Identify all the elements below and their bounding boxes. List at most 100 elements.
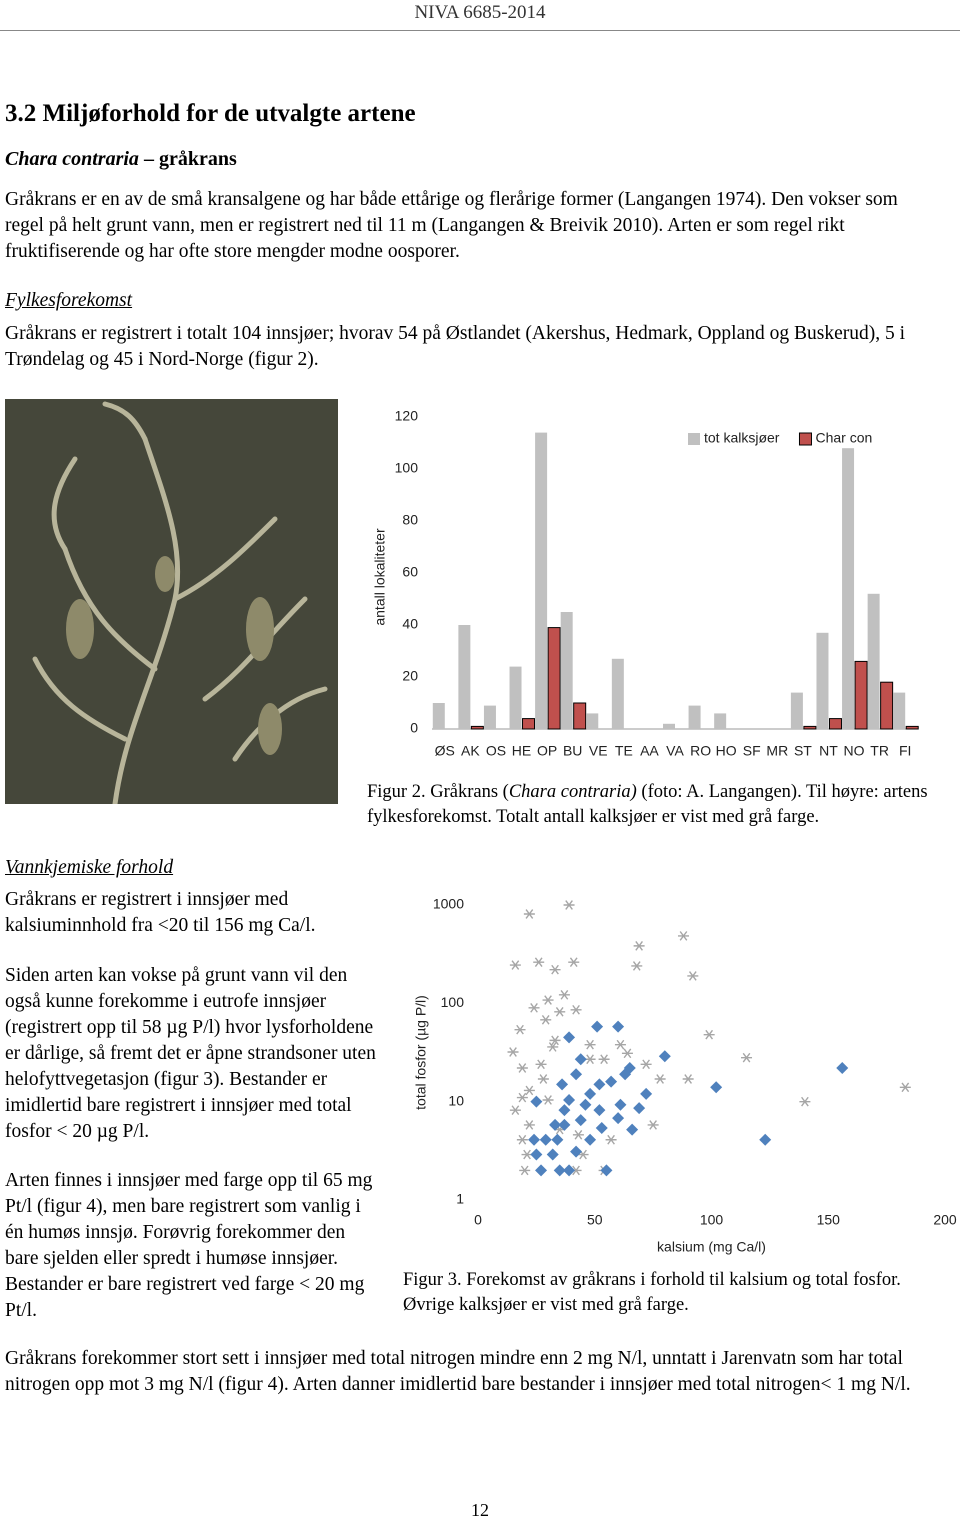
scatter-chart: 1 10 100 1000 0 50 100 150 200 kalsium (mg Ca/l) t… [413, 896, 957, 1255]
bar [803, 725, 817, 730]
point [540, 1014, 552, 1025]
species-common: – gråkrans [138, 148, 237, 170]
point [546, 1148, 559, 1161]
x-tick-label: 50 [587, 1212, 603, 1228]
point [537, 1074, 549, 1084]
point [535, 1059, 547, 1070]
point [759, 1133, 772, 1146]
point [612, 1020, 625, 1033]
x-tick-label: VA [666, 743, 684, 759]
water-paragraph: Siden arten kan vokse på grunt vann vil … [5, 965, 376, 1142]
x-tick-label: NO [844, 743, 865, 759]
bar [611, 658, 624, 729]
point [570, 1145, 583, 1158]
point [710, 1081, 723, 1094]
bar [816, 632, 829, 729]
caption-text: Figur 2. Gråkrans ( [367, 782, 509, 802]
point [593, 1078, 606, 1091]
legend-swatch [798, 432, 812, 446]
nitrogen-paragraph: Gråkrans forekommer stort sett i innsjøe… [5, 1348, 911, 1395]
point [677, 931, 689, 941]
point [584, 1087, 597, 1100]
point [647, 1120, 659, 1130]
x-tick-label: MR [766, 743, 788, 759]
water-paragraph: Arten finnes i innsjøer med farge opp ti… [5, 1170, 373, 1321]
page-number: 12 [471, 1500, 489, 1520]
point [528, 1133, 541, 1146]
point [799, 1096, 811, 1107]
point [626, 1123, 639, 1136]
point [542, 995, 554, 1005]
x-tick-label: ST [794, 743, 812, 759]
bar [663, 723, 675, 729]
point [554, 1006, 566, 1017]
point [523, 909, 535, 919]
caption-italic: Chara contraria) [508, 782, 637, 802]
y-tick-label: 1000 [433, 896, 464, 912]
point [570, 1068, 583, 1081]
y-tick-label: 1 [456, 1191, 464, 1207]
point [579, 1098, 592, 1111]
y-axis-label: total fosfor (µg P/l) [413, 995, 429, 1110]
point [584, 1039, 596, 1050]
x-tick-label: 150 [817, 1212, 841, 1228]
point [614, 1039, 626, 1050]
point [558, 990, 570, 1000]
x-tick-label: 0 [474, 1212, 482, 1228]
point [631, 961, 643, 971]
figure2-caption: Figur 2. Gråkrans (Chara contraria) (fot… [367, 780, 957, 830]
point [535, 1164, 548, 1177]
point [509, 960, 521, 970]
bar [535, 432, 548, 729]
x-tick-label: NT [819, 743, 838, 759]
point [574, 1114, 587, 1127]
point [516, 1092, 528, 1103]
x-tick-label: HE [512, 743, 531, 759]
legend-label: tot kalksjøer [704, 430, 780, 446]
point [570, 1004, 582, 1015]
point [899, 1082, 911, 1093]
bar [867, 593, 880, 729]
y-tick-label: 40 [402, 616, 418, 632]
point [605, 1075, 618, 1088]
bar [458, 625, 471, 729]
bar [842, 448, 855, 729]
point [687, 971, 699, 981]
intro-paragraph: Gråkrans er en av de små kransalgene og … [5, 189, 898, 262]
point [741, 1052, 753, 1063]
point [591, 1020, 604, 1033]
bar [573, 702, 587, 730]
bar [828, 718, 842, 730]
bar [470, 725, 484, 730]
report-header: NIVA 6685-2014 [414, 2, 546, 23]
point [703, 1029, 715, 1040]
bar [854, 660, 868, 730]
point [614, 1098, 627, 1111]
point [654, 1074, 666, 1084]
point [640, 1059, 652, 1070]
bar [905, 725, 919, 730]
bar [586, 713, 599, 729]
bar [509, 666, 522, 729]
point [640, 1087, 653, 1100]
legend-label: Char con [815, 430, 872, 446]
x-tick-label: TE [615, 743, 633, 759]
bar [880, 681, 894, 730]
point [549, 1118, 562, 1131]
county-paragraph: Gråkrans er registrert i totalt 104 inns… [5, 323, 906, 370]
point [595, 1121, 608, 1134]
x-tick-label: VE [589, 743, 608, 759]
point [549, 1035, 561, 1046]
species-latin: Chara contraria [5, 148, 139, 170]
x-tick-label: 100 [700, 1212, 724, 1228]
point [605, 1134, 617, 1145]
x-tick-label: HO [716, 743, 737, 759]
bar [560, 612, 573, 729]
x-tick-label: BU [563, 743, 582, 759]
y-tick-label: 80 [402, 512, 418, 528]
x-tick-label: TR [870, 743, 889, 759]
bar [790, 692, 803, 729]
point [621, 1048, 633, 1059]
y-tick-label: 0 [410, 720, 418, 736]
bar [483, 705, 496, 729]
